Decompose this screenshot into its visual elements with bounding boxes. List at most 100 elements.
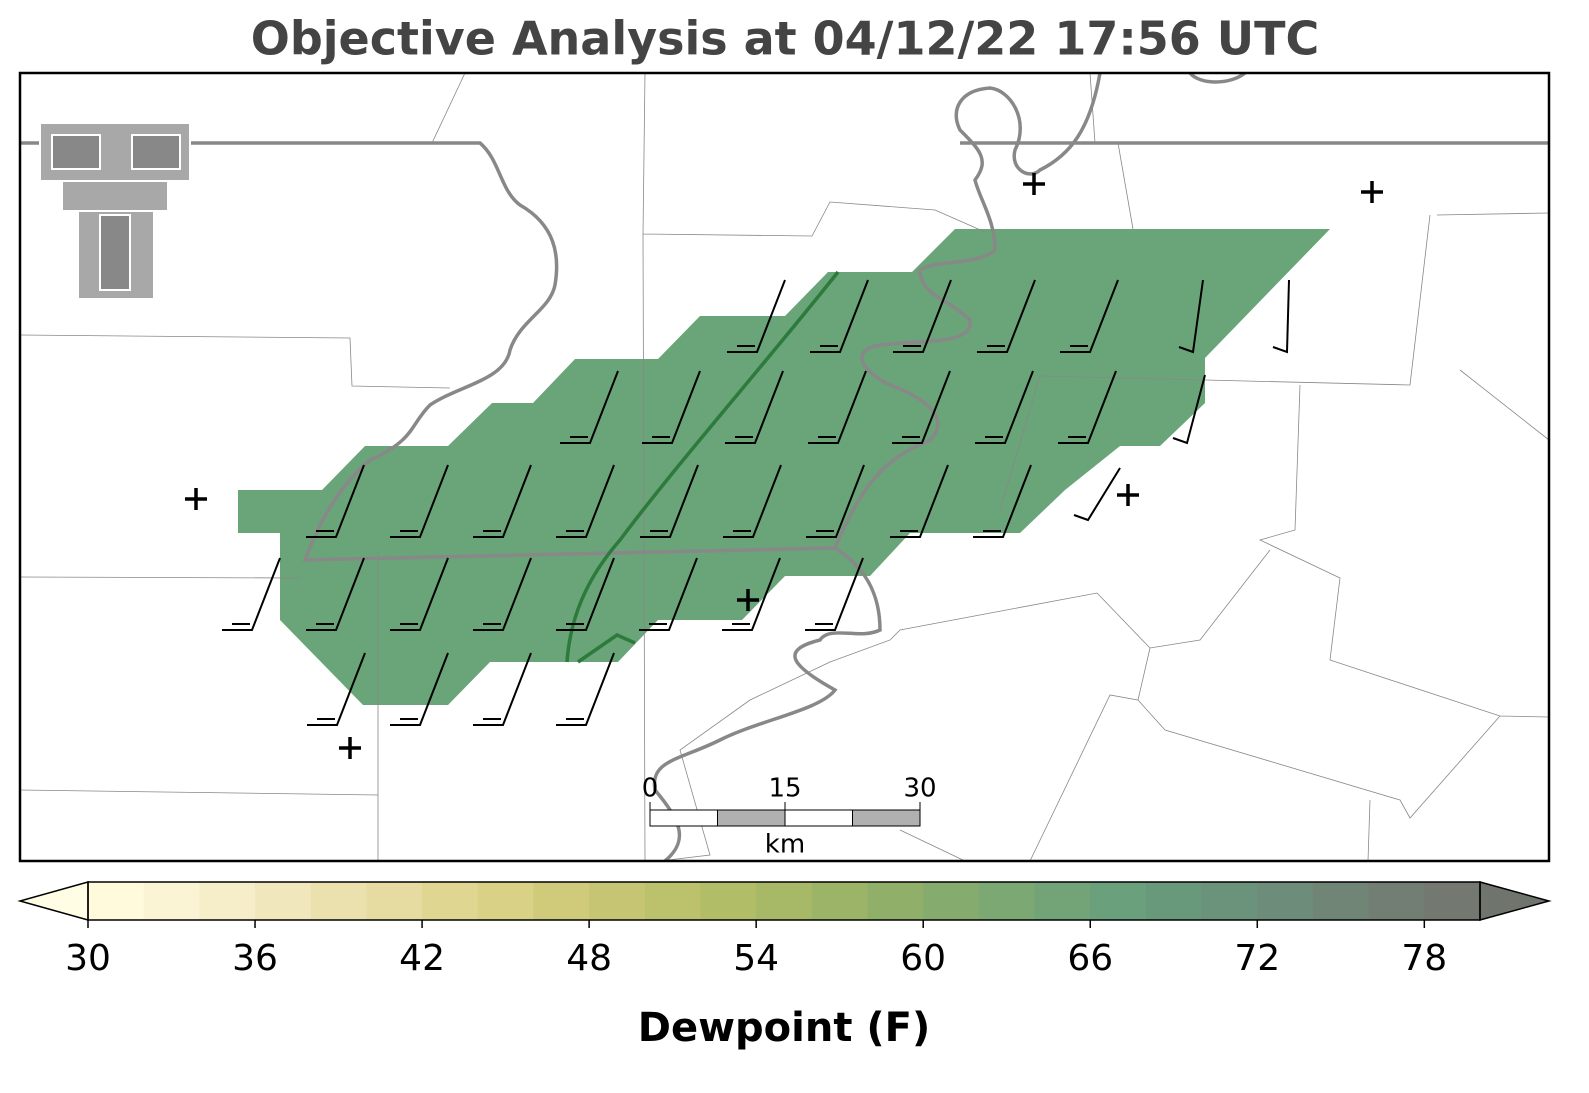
wind-barb xyxy=(806,464,865,538)
colorbar-segment xyxy=(867,882,924,920)
map: 0 15 30 km xyxy=(18,71,1551,863)
scale-unit: km xyxy=(765,830,805,860)
wind-barb xyxy=(890,464,949,538)
colorbar-label: Dewpoint (F) xyxy=(638,1005,931,1051)
wind-barb xyxy=(1058,370,1117,444)
wind-barb xyxy=(805,557,864,631)
colorbar-segment xyxy=(255,882,312,920)
colorbar-segment xyxy=(143,882,200,920)
front xyxy=(565,270,840,664)
colorbar-segment xyxy=(589,882,646,920)
scale-tick-label: 15 xyxy=(768,774,801,804)
wind-barb xyxy=(390,464,449,538)
colorbar-segment xyxy=(1368,882,1425,920)
station-marker xyxy=(737,589,759,611)
colorbar-segment xyxy=(310,882,367,920)
colorbar-segment xyxy=(1312,882,1370,920)
rivers xyxy=(20,71,1549,863)
scale-tick-label: 30 xyxy=(903,774,936,804)
station-marker xyxy=(1117,484,1139,506)
colorbar-segment xyxy=(1201,882,1258,920)
colorbar-extend-low xyxy=(17,881,89,921)
colorbar-tick-label: 36 xyxy=(232,938,278,979)
wind-barb xyxy=(556,652,615,726)
wind-barb xyxy=(390,557,449,631)
wind-barb xyxy=(893,279,952,353)
colorbar-frame xyxy=(87,881,1481,921)
wind-barb xyxy=(727,279,786,353)
wind-barb xyxy=(723,464,782,538)
stations xyxy=(185,173,1383,759)
scale-segment xyxy=(784,809,853,827)
colorbar-tick-label: 54 xyxy=(733,938,779,979)
scale-segment xyxy=(649,809,718,827)
wind-barb xyxy=(307,652,366,726)
wind-barb xyxy=(306,464,365,538)
colorbar-segment xyxy=(644,882,701,920)
wind-barb xyxy=(390,652,449,726)
colorbar-segment xyxy=(422,882,479,920)
wind-barb xyxy=(222,557,281,631)
wind-barb xyxy=(473,652,532,726)
wind-barb xyxy=(560,370,619,444)
colorbar-tick-label: 60 xyxy=(900,938,946,979)
scale-segment xyxy=(852,809,921,827)
wind-barb xyxy=(1060,279,1119,353)
wind-barb xyxy=(556,464,615,538)
wind-barb xyxy=(639,557,698,631)
wind-barb xyxy=(725,370,784,444)
analysis-fill xyxy=(238,229,1330,705)
wind-barb xyxy=(642,370,701,444)
wind-barb xyxy=(808,370,867,444)
wind-barb xyxy=(1178,279,1204,354)
wind-barb xyxy=(810,279,869,353)
scale-segment xyxy=(717,809,786,827)
colorbar-segment xyxy=(756,882,813,920)
colorbar-segment xyxy=(88,882,145,920)
station-marker xyxy=(1361,181,1383,203)
colorbar-segment xyxy=(1090,882,1147,920)
colorbar-extend-high xyxy=(1479,881,1552,921)
colorbar-segment xyxy=(1424,882,1481,920)
station-marker xyxy=(185,488,207,510)
colorbar-segment xyxy=(700,882,757,920)
wind-barb xyxy=(640,464,699,538)
colorbar-segment xyxy=(199,882,256,920)
colorbar-segment xyxy=(366,882,423,920)
wind-barb xyxy=(1073,467,1121,522)
wind-barb xyxy=(722,557,781,631)
colorbar-segment xyxy=(978,882,1036,920)
title: Objective Analysis at 04/12/22 17:56 UTC xyxy=(251,12,1320,66)
wind-barb xyxy=(977,279,1036,353)
colorbar-tick-label: 72 xyxy=(1234,938,1280,979)
colorbar-tick-label: 48 xyxy=(566,938,612,979)
station-marker xyxy=(339,737,361,759)
wind-barb xyxy=(973,464,1032,538)
wind-barb xyxy=(306,557,365,631)
map-frame xyxy=(18,71,1551,863)
wind-barb xyxy=(556,557,615,631)
wind-barb xyxy=(473,464,532,538)
colorbar-tick-label: 66 xyxy=(1067,938,1113,979)
scale-tick-label: 0 xyxy=(642,774,659,804)
colorbar-segment xyxy=(1034,882,1091,920)
station-marker xyxy=(1023,173,1045,195)
colorbar-segment xyxy=(533,882,590,920)
wind-barb xyxy=(892,370,951,444)
colorbar-segment xyxy=(923,882,980,920)
colorbar: 30 36 42 48 54 60 66 72 78 xyxy=(17,881,1552,979)
logo xyxy=(39,122,191,300)
colorbar-segment xyxy=(477,882,534,920)
colorbar-tick-label: 42 xyxy=(399,938,445,979)
colorbar-segment xyxy=(1257,882,1314,920)
wind-barb xyxy=(975,370,1034,444)
wind-barb xyxy=(473,557,532,631)
wind-barb xyxy=(1172,374,1206,445)
colorbar-tick-label: 30 xyxy=(65,938,111,979)
wind-barb xyxy=(1272,279,1290,354)
wind-barbs xyxy=(222,279,1290,726)
colorbar-segment xyxy=(811,882,869,920)
scale-bar: 0 15 30 km xyxy=(642,774,937,860)
colorbar-tick-label: 78 xyxy=(1401,938,1447,979)
